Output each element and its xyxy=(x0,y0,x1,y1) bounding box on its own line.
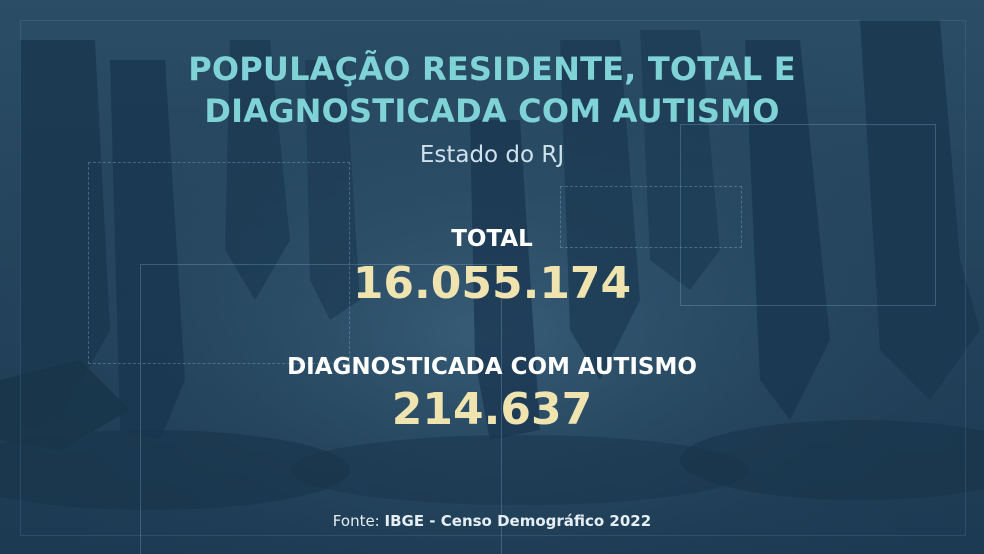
page-subtitle: Estado do RJ xyxy=(419,142,565,168)
decorative-frame xyxy=(140,264,502,554)
autism-value: 214.637 xyxy=(391,384,593,435)
total-label: TOTAL xyxy=(451,226,533,252)
decorative-frame xyxy=(88,162,350,364)
source-prefix: Fonte: xyxy=(332,512,385,530)
source-name: IBGE - Censo Demográfico 2022 xyxy=(384,512,652,530)
decorative-frame xyxy=(560,186,742,248)
decorative-frame xyxy=(680,124,936,306)
page-title: POPULAÇÃO RESIDENTE, TOTAL E DIAGNOSTICA… xyxy=(188,50,796,130)
total-value: 16.055.174 xyxy=(352,258,632,309)
decorative-frame xyxy=(20,20,966,536)
autism-label: DIAGNOSTICADA COM AUTISMO xyxy=(287,354,697,380)
source-credit: Fonte: IBGE - Censo Demográfico 2022 xyxy=(0,510,984,532)
